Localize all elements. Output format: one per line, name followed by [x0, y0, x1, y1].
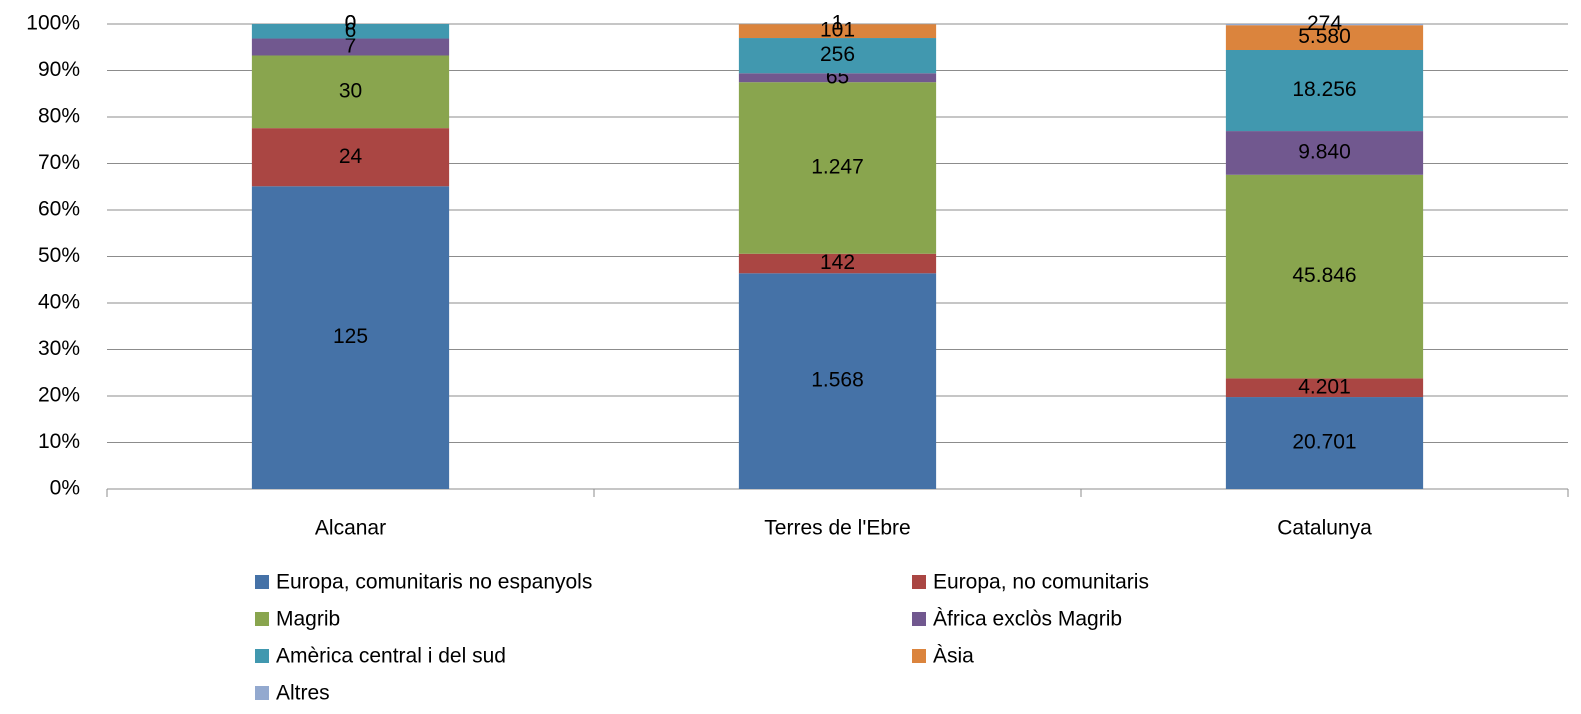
legend-label: Europa, no comunitaris	[933, 571, 1149, 594]
y-tick-label: 30%	[38, 337, 80, 360]
x-tick-label: Alcanar	[315, 517, 386, 540]
y-tick-label: 80%	[38, 105, 80, 128]
y-tick-label: 50%	[38, 244, 80, 267]
legend-swatch	[912, 612, 926, 626]
x-tick-label: Terres de l'Ebre	[764, 517, 910, 540]
legend-swatch	[912, 649, 926, 663]
data-label: 1	[832, 12, 844, 35]
data-label: 18.256	[1292, 78, 1356, 101]
y-tick-label: 10%	[38, 430, 80, 453]
data-label: 20.701	[1292, 431, 1356, 454]
legend-label: Altres	[276, 682, 330, 705]
legend-swatch	[255, 686, 269, 700]
x-tick-label: Catalunya	[1277, 517, 1372, 540]
legend-swatch	[912, 575, 926, 589]
legend-label: Àfrica exclòs Magrib	[933, 608, 1122, 631]
y-tick-label: 70%	[38, 151, 80, 174]
data-label: 142	[820, 251, 855, 274]
data-label: 45.846	[1292, 264, 1356, 287]
y-tick-label: 40%	[38, 291, 80, 314]
data-label: 9.840	[1298, 140, 1351, 163]
legend-label: Amèrica central i del sud	[276, 645, 506, 668]
legend-swatch	[255, 575, 269, 589]
data-label: 1.568	[811, 369, 864, 392]
y-tick-label: 20%	[38, 384, 80, 407]
data-label: 274	[1307, 12, 1342, 35]
legend-label: Europa, comunitaris no espanyols	[276, 571, 592, 594]
data-label: 125	[333, 325, 368, 348]
data-label: 1.247	[811, 156, 864, 179]
y-tick-label: 0%	[50, 477, 80, 500]
y-tick-label: 100%	[26, 12, 80, 35]
y-tick-label: 60%	[38, 198, 80, 221]
legend-swatch	[255, 612, 269, 626]
data-label: 30	[339, 79, 362, 102]
data-label: 256	[820, 43, 855, 66]
data-label: 0	[345, 12, 357, 35]
legend-swatch	[255, 649, 269, 663]
legend-label: Magrib	[276, 608, 340, 631]
data-label: 4.201	[1298, 375, 1351, 398]
legend-label: Àsia	[933, 645, 974, 668]
y-tick-label: 90%	[38, 58, 80, 81]
data-label: 24	[339, 145, 363, 168]
